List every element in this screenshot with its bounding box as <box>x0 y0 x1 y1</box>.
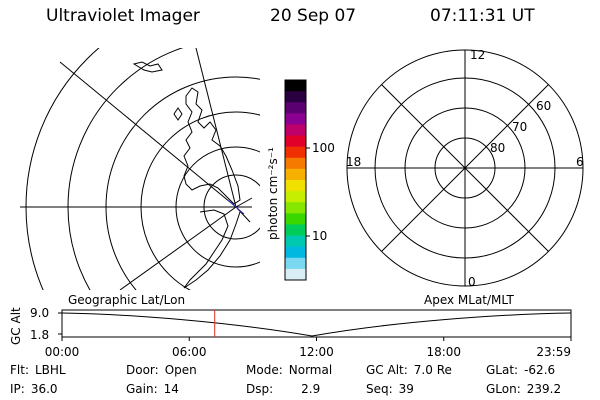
geographic-map <box>20 48 260 290</box>
map-latitude-arc <box>25 48 100 290</box>
colorbar-cell <box>285 235 306 248</box>
status-door: Door: Open <box>126 363 197 377</box>
status-mode: Mode: Normal <box>246 363 333 377</box>
colorbar-tick-label-100: 100 <box>312 141 335 155</box>
polar-diagonal <box>381 84 549 252</box>
time-label: 07:11:31 UT <box>430 6 535 26</box>
lat-label-80: 80 <box>490 141 505 155</box>
colorbar-cell <box>285 246 306 259</box>
colorbar-cell <box>285 146 306 159</box>
colorbar-cell <box>285 191 306 203</box>
colorbar-cell <box>285 124 306 137</box>
timeline-y-axis-label: GC Alt <box>9 307 23 345</box>
colorbar-cell <box>285 80 306 92</box>
colorbar-cell <box>285 224 306 237</box>
coastline <box>183 87 241 205</box>
colorbar-cell <box>285 135 306 148</box>
timeline-x-tick-label: 23:59 <box>536 345 571 359</box>
status-flt: Flt: LBHL <box>10 363 66 377</box>
map-meridian <box>235 197 253 208</box>
colorbar-cell <box>285 91 306 103</box>
timeline-right-title: Apex MLat/MLT <box>424 293 514 307</box>
status-ip: IP: 36.0 <box>10 382 58 396</box>
colorbar-cell <box>285 202 306 214</box>
map-meridian <box>119 206 237 290</box>
timeline-y-tick-bottom: 1.8 <box>30 328 49 342</box>
colorbar-cell <box>285 257 306 270</box>
instrument-title: Ultraviolet Imager <box>46 6 200 26</box>
coastline <box>183 209 241 289</box>
colorbar-cell <box>285 157 306 170</box>
status-dsp: Dsp: 2.9 <box>246 382 321 396</box>
lat-label-60: 60 <box>536 99 551 113</box>
mlt-label-12: 12 <box>470 48 485 62</box>
mlt-label-0: 0 <box>468 275 476 289</box>
timeline-x-tick-label: 06:00 <box>172 345 207 359</box>
colorbar-tick-label-10: 10 <box>312 229 327 243</box>
timeline-y-tick-top: 9.0 <box>30 306 49 320</box>
altitude-curve <box>61 312 572 337</box>
map-meridian <box>59 61 237 208</box>
status-glat: GLat: -62.6 <box>486 363 556 377</box>
coastline <box>132 61 163 73</box>
coastline <box>173 107 183 121</box>
timeline-x-tick-label: 18:00 <box>426 345 461 359</box>
timeline-x-tick-label: 00:00 <box>45 345 80 359</box>
timeline-left-title: Geographic Lat/Lon <box>68 293 185 307</box>
lat-label-70: 70 <box>512 120 527 134</box>
status-gc-alt: GC Alt: 7.0 Re <box>366 363 452 377</box>
mlt-label-18: 18 <box>346 155 361 169</box>
polar-plot <box>346 49 584 287</box>
colorbar-cell <box>285 213 306 225</box>
map-meridian <box>195 48 237 208</box>
colorbar-cell <box>285 102 306 114</box>
date-label: 20 Sep 07 <box>270 6 357 26</box>
colorbar-cell <box>285 113 306 125</box>
timeline-frame <box>61 309 572 338</box>
status-glon: GLon: 239.2 <box>486 382 562 396</box>
colorbar <box>285 80 306 281</box>
colorbar-unit-label: photon cm⁻²s⁻¹ <box>266 147 280 240</box>
subsatellite-marker <box>227 199 245 215</box>
status-gain: Gain: 14 <box>126 382 179 396</box>
timeline-x-tick-label: 12:00 <box>299 345 334 359</box>
colorbar-cell <box>285 180 306 192</box>
colorbar-frame <box>284 79 307 281</box>
colorbar-cell <box>285 168 306 181</box>
colorbar-cell <box>285 268 306 281</box>
status-seq: Seq: 39 <box>366 382 414 396</box>
mlt-label-6: 6 <box>576 155 584 169</box>
